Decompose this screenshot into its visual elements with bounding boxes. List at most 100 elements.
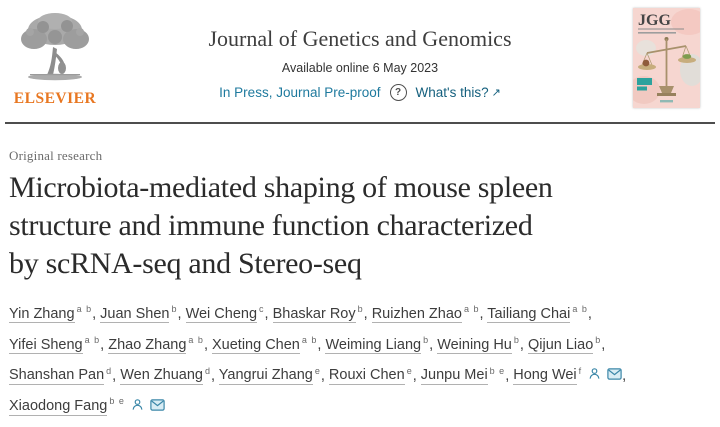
author-affiliation-superscript: c (259, 304, 265, 314)
person-icon[interactable] (131, 398, 144, 411)
author-name[interactable]: Bhaskar Roy (272, 305, 356, 324)
author-link-rouxi-chen[interactable]: Rouxi Chen e (328, 365, 413, 385)
author-link-hong-wei[interactable]: Hong Wei f (513, 365, 622, 385)
author-separator: , (363, 305, 372, 322)
author-affiliation-superscript: e (314, 365, 321, 376)
author-list: Yin Zhang a b, Juan Shen b, Wei Cheng c, Bh… (9, 296, 687, 419)
article-category: Original research (9, 148, 103, 163)
author-link-shanshan-pan[interactable]: Shanshan Pan d (9, 365, 113, 385)
author-name[interactable]: Weiming Liang (325, 336, 422, 355)
author-name[interactable]: Xiaodong Fang (9, 398, 108, 416)
author-link-weining-hu[interactable]: Weining Hu b (437, 334, 520, 355)
journal-info: Journal of Genetics and Genomics Availab… (140, 26, 580, 101)
author-link-wei-cheng[interactable]: Wei Cheng c (185, 304, 265, 324)
available-online-text: Available online 6 May 2023 (281, 61, 439, 75)
author-link-xueting-chen[interactable]: Xueting Chen a b (212, 334, 318, 355)
author-link-yifei-sheng[interactable]: Yifei Sheng a b (9, 334, 101, 355)
author-affiliation-superscript: a b (572, 304, 588, 314)
author-separator: , (519, 336, 528, 353)
journal-header: ELSEVIER Journal of Genetics and Genomic… (0, 0, 720, 122)
author-separator: , (587, 305, 592, 322)
author-name[interactable]: Ruizhen Zhao (371, 305, 462, 324)
journal-title-link[interactable]: Journal of Genetics and Genomics (208, 26, 512, 51)
author-link-yin-zhang[interactable]: Yin Zhang a b (9, 304, 93, 324)
author-affiliation-superscript: a b (301, 334, 318, 345)
elsevier-tree-icon (21, 13, 89, 81)
author-affiliation-superscript: a b (463, 304, 480, 314)
author-link-yangrui-zhang[interactable]: Yangrui Zhang e (218, 365, 321, 385)
author-name[interactable]: Yin Zhang (9, 305, 75, 324)
author-separator: , (203, 336, 212, 353)
author-name[interactable]: Yifei Sheng (9, 336, 83, 355)
article-title-line: Microbiota-mediated shaping of mouse spl… (9, 171, 553, 204)
email-icon[interactable] (607, 368, 622, 381)
author-separator: , (505, 367, 514, 384)
help-circle-icon[interactable]: ? (389, 84, 407, 101)
in-press-link[interactable]: In Press, Journal Pre-proof (219, 85, 381, 100)
whats-this-label: What's this? (415, 85, 489, 100)
external-link-icon: ↗ (491, 87, 501, 99)
author-name[interactable]: Yangrui Zhang (218, 367, 313, 385)
author-affiliation-superscript: f (578, 365, 583, 376)
author-link-xiaodong-fang[interactable]: Xiaodong Fang b e (9, 396, 165, 416)
author-link-junpu-mei[interactable]: Junpu Mei b e (420, 365, 506, 385)
author-affiliation-superscript: a b (84, 334, 101, 345)
author-name[interactable]: Junpu Mei (420, 367, 488, 385)
journal-cover-thumbnail[interactable]: JGG (628, 8, 707, 108)
author-affiliation-superscript: a b (188, 334, 204, 345)
author-link-weiming-liang[interactable]: Weiming Liang b (325, 335, 429, 355)
svg-text:JGG: JGG (638, 12, 671, 29)
author-affiliation-superscript: a b (76, 304, 93, 314)
author-affiliation-superscript: d (106, 365, 113, 376)
article-title-line: structure and immune function characteri… (9, 209, 533, 242)
author-name[interactable]: Wen Zhuang (120, 367, 203, 385)
author-link-ruizhen-zhao[interactable]: Ruizhen Zhao a b (371, 304, 480, 324)
author-separator: , (622, 367, 627, 384)
author-link-wen-zhuang[interactable]: Wen Zhuang d (120, 365, 211, 385)
elsevier-logo[interactable]: ELSEVIER (8, 10, 102, 108)
person-icon[interactable] (588, 367, 601, 380)
author-separator: , (112, 367, 121, 384)
author-separator: , (412, 367, 421, 384)
author-name[interactable]: Tailiang Chai (487, 305, 571, 324)
author-link-qijun-liao[interactable]: Qijun Liao b (527, 334, 602, 355)
header-divider (5, 122, 715, 124)
author-name[interactable]: Qijun Liao (527, 336, 594, 355)
author-name[interactable]: Weining Hu (437, 336, 512, 355)
author-affiliation-superscript: e (406, 365, 413, 376)
author-separator: , (320, 367, 329, 384)
article-header: Original research Microbiota-mediated sh… (0, 124, 720, 419)
author-name[interactable]: Xueting Chen (212, 336, 300, 355)
author-name[interactable]: Juan Shen (100, 305, 170, 324)
author-affiliation-superscript: b (513, 334, 520, 345)
author-name[interactable]: Hong Wei (513, 367, 577, 385)
author-separator: , (479, 305, 488, 322)
author-name[interactable]: Rouxi Chen (328, 367, 405, 385)
author-affiliation-superscript: b e (109, 396, 125, 407)
author-link-juan-shen[interactable]: Juan Shen b (100, 304, 178, 324)
author-separator: , (601, 336, 606, 353)
author-name[interactable]: Shanshan Pan (9, 367, 105, 385)
in-press-row: In Press, Journal Pre-proof ? What's thi… (140, 84, 580, 101)
article-title: Microbiota-mediated shaping of mouse spl… (9, 169, 706, 283)
author-link-zhao-zhang[interactable]: Zhao Zhang a b (108, 334, 204, 355)
author-separator: , (100, 336, 109, 353)
author-separator: , (317, 336, 326, 353)
whats-this-link[interactable]: What's this? ↗ (416, 85, 501, 100)
author-link-tailiang-chai[interactable]: Tailiang Chai a b (487, 304, 588, 324)
author-affiliation-superscript: b (171, 304, 178, 314)
author-separator: , (177, 305, 186, 322)
author-link-bhaskar-roy[interactable]: Bhaskar Roy b (272, 304, 364, 324)
email-icon[interactable] (150, 399, 165, 412)
author-affiliation-superscript: b (595, 334, 602, 345)
author-affiliation-superscript: b e (489, 365, 506, 376)
author-affiliation-superscript: b (357, 304, 364, 314)
author-name[interactable]: Wei Cheng (185, 305, 258, 324)
author-separator: , (264, 305, 273, 322)
author-separator: , (429, 336, 438, 353)
author-affiliation-superscript: d (204, 365, 211, 376)
jgg-cover-image: JGG (628, 8, 707, 108)
article-title-line: by scRNA-seq and Stereo-seq (9, 247, 362, 280)
author-name[interactable]: Zhao Zhang (108, 336, 187, 355)
